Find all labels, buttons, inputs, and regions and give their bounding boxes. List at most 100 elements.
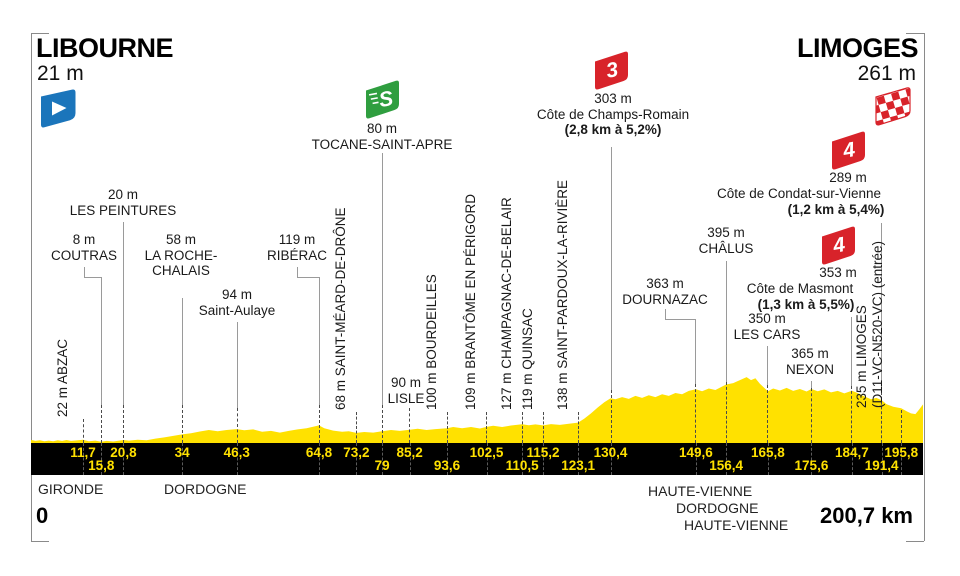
km-marker: 195,8 [884,445,919,460]
leader-line-limoges-entree [901,410,902,443]
km-tick [881,443,883,475]
km-tick [522,443,524,475]
climb-cat3-icon: 3 [595,51,628,90]
leader-line-bourdeilles [447,412,448,443]
km-bar: 11,7 15,8 20,8 34 46,3 64,8 73,2 79 85,2 93,6 102,… [31,443,923,475]
km-marker: 20,8 [110,445,137,460]
leader-line-dournazac-elbow [665,319,695,320]
start-flag-icon [41,89,76,128]
waypoint-label-masmont-elev: 353 m [819,265,857,280]
km-marker: 93,6 [433,458,461,473]
leader-line-coutras-elbow [84,277,101,278]
km-tick [767,443,769,475]
leader-line-masmont [851,317,852,386]
waypoint-label-champagnac: 127 m CHAMPAGNAC-DE-BELAIR [499,197,514,410]
svg-text:3: 3 [604,58,620,83]
waypoint-label-dournazac: 363 m DOURNAZAC [622,276,708,307]
km-tick [610,443,612,475]
km-tick [356,443,358,475]
waypoint-label-chalus: 395 m CHÂLUS [698,225,754,256]
leader-line-saint-pardoux [578,412,579,443]
frame-bottom-left-serif [31,541,49,542]
start-city-title: LIBOURNE [36,33,174,63]
svg-text:4: 4 [830,233,847,258]
km-tick [811,443,813,475]
frame-left-line [31,33,32,541]
frame-right-line [924,33,925,541]
leader-line-quinsac [543,412,544,443]
km-tick [101,443,103,475]
leader-line-la-roche-chalais [182,298,183,405]
km-tick [726,443,728,475]
svg-text:4: 4 [840,138,857,163]
leader-line-champs-romain [611,147,612,390]
svg-text:S: S [377,87,395,112]
waypoint-label-la-roche-chalais: 58 m LA ROCHE- CHALAIS [144,232,218,278]
leader-line-nexon [811,381,812,388]
waypoint-label-brantome: 109 m BRANTÔME EN PÉRIGORD [463,193,478,410]
km-tick [382,443,384,475]
waypoint-label-condat-name: Côte de Condat-sur-Vienne [716,186,882,201]
leader-line-saint-meard [356,412,357,443]
waypoint-label-masmont-name: Côte de Masmont [746,281,854,296]
waypoint-label-les-cars: 350 m LES CARS [733,311,801,342]
frame-bottom-right-serif [906,541,924,542]
km-tick [901,443,903,475]
waypoint-label-les-peintures: 20 m LES PEINTURES [69,187,177,218]
waypoint-label-limoges-entree: 235 m LIMOGES (D11-VC-N520-VC) (entrée) [854,240,885,408]
waypoint-label-saint-pardoux: 138 m SAINT-PARDOUX-LA-RIVIÈRE [555,179,570,410]
waypoint-label-coutras: 8 m COUTRAS [50,232,118,263]
leader-line-coutras [101,277,102,405]
km-marker: 34 [174,445,190,460]
km-tick [486,443,488,475]
km-marker: 165,8 [750,445,785,460]
km-tick [236,443,238,475]
km-marker: 123,1 [561,458,596,473]
km-tick [182,443,184,475]
region-label-dordogne-left: DORDOGNE [164,481,247,497]
km-marker: 85,2 [396,445,423,460]
leader-line-coutras-stub [84,267,85,277]
km-marker: 15,8 [88,458,115,473]
finish-city-title: LIMOGES [796,33,919,63]
leader-line-les-cars [767,346,768,385]
km-tick [83,443,84,475]
leader-line-brantome [486,412,487,443]
km-tick [578,443,580,475]
start-km: 0 [36,503,49,528]
km-marker: 102,5 [469,445,504,460]
frame-top-right-serif [906,33,924,34]
sprint-icon: S [366,80,399,119]
km-marker: 149,6 [678,445,713,460]
km-marker: 191,4 [864,458,899,473]
waypoint-label-lisle: 90 m LISLE [387,375,425,406]
km-marker: 110,5 [505,458,539,473]
km-tick [695,443,697,475]
climb-cat4-masmont-icon: 4 [822,226,855,265]
km-marker: 115,2 [526,445,560,460]
leader-line-saint-aulaye [237,322,238,408]
waypoint-label-bourdeilles: 100 m BOURDEILLES [424,274,439,410]
finish-flag-icon [875,87,911,126]
km-marker: 175,6 [794,458,829,473]
leader-line-tocane [382,153,383,405]
waypoint-label-quinsac: 119 m QUINSAC [520,308,535,410]
start-elevation: 21 m [37,62,84,85]
leader-line-les-peintures [123,222,124,405]
leader-line-riberac [319,277,320,405]
km-marker: 156,4 [709,458,744,473]
km-marker: 73,2 [343,445,370,460]
leader-line-condat [881,223,882,392]
total-distance: 200,7 km [820,503,913,528]
frame-top-left-serif [31,33,49,34]
waypoint-label-abzac: 22 m ABZAC [55,338,70,417]
leader-line-abzac [83,419,84,443]
leader-line-dournazac [695,319,696,384]
waypoint-label-condat-elev: 289 m [829,170,867,185]
km-tick [447,443,448,475]
km-tick [543,443,544,475]
region-label-dordogne-right: DORDOGNE [676,500,759,516]
leader-line-riberac-elbow [297,277,319,278]
waypoint-label-masmont-stats: (1,3 km à 5,5%) [757,297,855,312]
